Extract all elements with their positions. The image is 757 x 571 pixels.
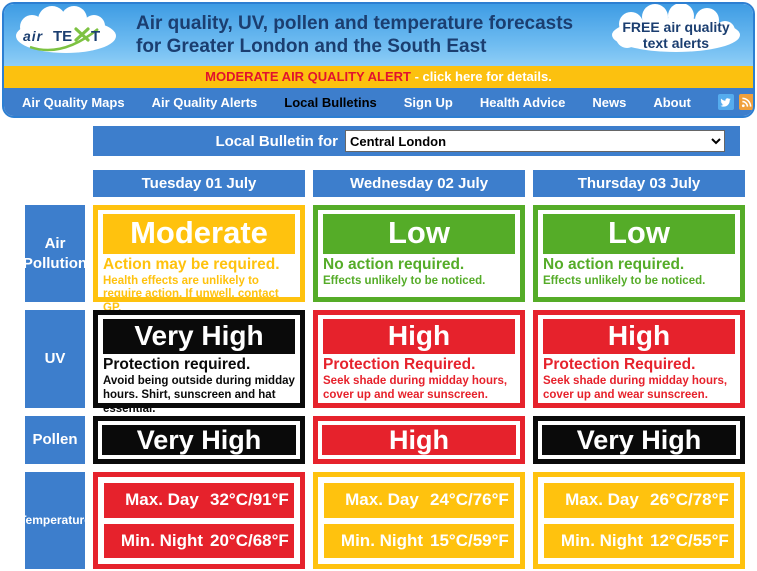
logo-text-t: T	[91, 28, 100, 45]
air-pollution-cell-tuesday: Moderate Action may be required. Health …	[93, 205, 305, 314]
air-pollution-level: Low	[543, 214, 735, 254]
temperature-max-line: Max. Day 24°C/76°F	[324, 483, 514, 518]
day-header-wednesday: Wednesday 02 July	[313, 170, 525, 197]
temperature-min-line: Min. Night 15°C/59°F	[324, 523, 514, 558]
free-cloud-icon	[612, 4, 740, 52]
temperature-max-label: Max. Day	[345, 490, 419, 510]
pollen-cell-tuesday: Very High	[93, 416, 305, 464]
nav-item-news[interactable]: News	[592, 94, 627, 110]
uv-detail: Seek shade during midday hours, cover up…	[543, 375, 728, 401]
row-label-air-pollution: Air Pollution	[23, 205, 87, 302]
temperature-min-value: 12°C/55°F	[650, 530, 729, 550]
nav-item-air-quality-alerts[interactable]: Air Quality Alerts	[151, 94, 258, 110]
air-pollution-advice: No action required.	[323, 255, 465, 273]
air-pollution-advice: No action required.	[543, 255, 685, 273]
uv-cell-thursday: High Protection Required. Seek shade dur…	[533, 310, 745, 408]
temperature-cell-tuesday: Max. Day 32°C/91°F Min. Night 20°C/68°F	[93, 472, 305, 569]
airtext-logo[interactable]: air TE T	[10, 5, 122, 66]
uv-advice: Protection required.	[103, 356, 251, 374]
temperature-min-line: Min. Night 12°C/55°F	[544, 523, 734, 558]
uv-cell-wednesday: High Protection Required. Seek shade dur…	[313, 310, 525, 408]
nav-item-about[interactable]: About	[653, 94, 691, 110]
pollen-cell-wednesday: High	[313, 416, 525, 464]
uv-detail: Avoid being outside during midday hours.…	[103, 375, 295, 415]
air-quality-alert-banner[interactable]: MODERATE AIR QUALITY ALERT - click here …	[4, 66, 753, 88]
page-header-block: air TE T Air quality, UV, pollen and tem…	[2, 2, 755, 118]
air-pollution-cell-thursday: Low No action required. Effects unlikely…	[533, 205, 745, 302]
temperature-cell-thursday: Max. Day 26°C/78°F Min. Night 12°C/55°F	[533, 472, 745, 569]
row-label-uv: UV	[25, 310, 85, 408]
air-pollution-detail: Effects unlikely to be noticed.	[323, 274, 486, 287]
row-label-pollen: Pollen	[25, 416, 85, 464]
free-alerts-line2: text alerts	[643, 35, 709, 51]
forecast-table: Tuesday 01 July Wednesday 02 July Thursd…	[19, 170, 745, 569]
nav-item-local-bulletins[interactable]: Local Bulletins	[284, 94, 377, 110]
temperature-max-value: 32°C/91°F	[210, 490, 289, 510]
bulletin-selector-label: Local Bulletin for	[215, 132, 338, 150]
temperature-max-value: 26°C/78°F	[650, 490, 729, 510]
uv-advice: Protection Required.	[543, 356, 696, 374]
temperature-cell-wednesday: Max. Day 24°C/76°F Min. Night 15°C/59°F	[313, 472, 525, 569]
pollen-level: Very High	[102, 425, 296, 455]
logo-swoosh	[29, 27, 99, 51]
uv-level: High	[543, 319, 735, 355]
alert-banner-link-text: - click here for details.	[410, 69, 552, 84]
main-nav: Air Quality Maps Air Quality Alerts Loca…	[4, 88, 753, 116]
uv-level: Very High	[103, 319, 295, 355]
free-text-alerts-badge[interactable]: FREE air quality text alerts	[605, 4, 747, 67]
pollen-level: High	[322, 425, 516, 455]
temperature-min-label: Min. Night	[120, 530, 204, 550]
nav-item-air-quality-maps[interactable]: Air Quality Maps	[22, 94, 125, 110]
page-title: Air quality, UV, pollen and temperature …	[136, 12, 605, 58]
temperature-min-label: Min. Night	[560, 530, 644, 550]
air-pollution-cell-wednesday: Low No action required. Effects unlikely…	[313, 205, 525, 302]
pollen-level: Very High	[542, 425, 736, 455]
uv-cell-tuesday: Very High Protection required. Avoid bei…	[93, 310, 305, 415]
masthead: air TE T Air quality, UV, pollen and tem…	[4, 4, 753, 66]
row-label-temperature: Temperature	[19, 472, 91, 569]
logo-cloud-icon	[16, 5, 116, 53]
free-alerts-line1: FREE air quality	[622, 19, 730, 35]
logo-text-te: TE	[53, 28, 72, 45]
uv-level: High	[323, 319, 515, 355]
alert-banner-bold-text: MODERATE AIR QUALITY ALERT	[205, 69, 411, 84]
temperature-max-label: Max. Day	[565, 490, 639, 510]
temperature-max-line: Max. Day 32°C/91°F	[104, 483, 294, 518]
location-select[interactable]: Central London	[345, 130, 725, 152]
logo-x-icon	[74, 26, 90, 42]
social-icons	[717, 94, 753, 110]
day-header-thursday: Thursday 03 July	[533, 170, 745, 197]
day-header-tuesday: Tuesday 01 July	[93, 170, 305, 197]
pollen-cell-thursday: Very High	[533, 416, 745, 464]
uv-detail: Seek shade during midday hours, cover up…	[323, 375, 508, 401]
temperature-max-value: 24°C/76°F	[430, 490, 509, 510]
temperature-min-label: Min. Night	[340, 530, 424, 550]
temperature-max-line: Max. Day 26°C/78°F	[544, 483, 734, 518]
temperature-min-value: 20°C/68°F	[210, 530, 289, 550]
nav-item-sign-up[interactable]: Sign Up	[403, 94, 453, 110]
nav-item-health-advice[interactable]: Health Advice	[479, 94, 566, 110]
air-pollution-level: Moderate	[103, 214, 295, 254]
air-pollution-level: Low	[323, 214, 515, 254]
temperature-min-value: 15°C/59°F	[430, 530, 509, 550]
air-pollution-advice: Action may be required.	[103, 255, 280, 273]
rss-icon[interactable]	[738, 94, 753, 110]
grid-corner-spacer	[25, 170, 85, 197]
page-title-line1: Air quality, UV, pollen and temperature …	[136, 12, 574, 34]
temperature-max-label: Max. Day	[125, 490, 199, 510]
twitter-icon[interactable]	[717, 94, 734, 110]
uv-advice: Protection Required.	[323, 356, 476, 374]
temperature-min-line: Min. Night 20°C/68°F	[104, 523, 294, 558]
logo-text-air: air	[23, 28, 44, 44]
bulletin-selector-bar: Local Bulletin for Central London	[93, 126, 740, 156]
air-pollution-detail: Effects unlikely to be noticed.	[543, 274, 706, 287]
air-pollution-detail: Health effects are unlikely to require a…	[103, 274, 279, 314]
page-title-line2: for Greater London and the South East	[136, 36, 487, 57]
